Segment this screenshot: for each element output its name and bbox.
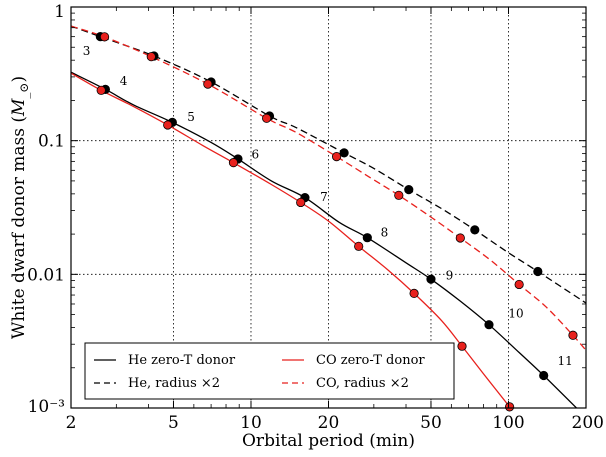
x-tick-label: 5 xyxy=(168,413,179,433)
data-point-he-zero-t-donor xyxy=(426,274,436,284)
plot-frame xyxy=(70,6,587,409)
data-point-co-radius-2 xyxy=(262,113,272,123)
x-tick-label: 2 xyxy=(66,413,77,433)
data-point-he-radius-2 xyxy=(404,185,414,195)
data-point-co-radius-2 xyxy=(568,330,578,340)
data-point-he-radius-2 xyxy=(339,148,349,158)
data-point-co-radius-2 xyxy=(394,190,404,200)
axis-ticks xyxy=(70,6,587,409)
data-point-co-zero-t-donor xyxy=(96,85,106,95)
data-point-co-zero-t-donor xyxy=(504,402,515,412)
data-point-co-radius-2 xyxy=(203,79,213,89)
legend-label-co-radius-2: CO, radius ×2 xyxy=(316,376,409,391)
data-point-he-radius-2 xyxy=(470,225,480,235)
data-point-co-radius-2 xyxy=(455,233,465,243)
point-label: 3 xyxy=(83,44,91,58)
data-point-co-zero-t-donor xyxy=(228,158,239,168)
grid-lines xyxy=(71,7,586,408)
legend-label-co-zero-t-donor: CO zero-T donor xyxy=(316,353,425,368)
point-label: 4 xyxy=(120,74,128,88)
legend-label-he-zero-t-donor: He zero-T donor xyxy=(128,353,236,368)
point-labels: 3 4 5 6 7 8 9 10 11 xyxy=(83,44,573,368)
y-tick-label: 1 xyxy=(54,2,65,22)
y-tick-label: 0.1 xyxy=(38,132,65,152)
data-point-co-zero-t-donor xyxy=(354,241,364,251)
x-tick-label: 10 xyxy=(240,413,262,433)
point-label: 11 xyxy=(558,354,573,368)
x-axis-title: Orbital period (min) xyxy=(242,431,415,451)
series-line-co-zero-t-donor xyxy=(71,72,511,408)
series-line-he-radius-2 xyxy=(71,25,586,304)
tick-labels: 2 5 10 20 50 100 200 10⁻³ 0.01 0.1 1 xyxy=(27,2,604,433)
data-point-he-zero-t-donor xyxy=(484,320,494,330)
point-label: 8 xyxy=(381,226,389,240)
x-tick-label: 200 xyxy=(572,413,604,433)
x-tick-label: 50 xyxy=(420,413,442,433)
data-point-co-radius-2 xyxy=(514,279,524,290)
y-tick-label: 0.01 xyxy=(27,265,65,285)
y-tick-label: 10⁻³ xyxy=(28,397,65,417)
point-label: 10 xyxy=(508,306,523,320)
legend: He zero-T donor CO zero-T donor He, radius… xyxy=(84,342,455,400)
data-point-co-zero-t-donor xyxy=(457,341,467,351)
series-line-he-zero-t-donor xyxy=(71,71,578,408)
legend-box xyxy=(84,342,455,400)
x-tick-label: 20 xyxy=(318,413,340,433)
point-label: 5 xyxy=(187,110,195,124)
data-point-co-zero-t-donor xyxy=(163,120,173,130)
series-markers xyxy=(95,32,578,412)
data-point-co-zero-t-donor xyxy=(296,197,306,208)
x-tick-label: 100 xyxy=(492,413,524,433)
y-axis-title: White dwarf donor mass (M_⊙) xyxy=(9,76,31,339)
data-point-he-zero-t-donor xyxy=(539,370,549,381)
data-point-he-radius-2 xyxy=(533,266,543,277)
data-point-co-radius-2 xyxy=(99,32,110,42)
data-point-co-radius-2 xyxy=(331,151,342,162)
data-point-he-zero-t-donor xyxy=(362,233,372,243)
point-label: 7 xyxy=(320,190,328,204)
data-point-co-radius-2 xyxy=(146,52,156,62)
point-label: 9 xyxy=(446,269,454,283)
point-label: 6 xyxy=(252,147,260,161)
data-point-co-zero-t-donor xyxy=(409,288,419,299)
legend-label-he-radius-2: He, radius ×2 xyxy=(128,376,220,391)
series-lines xyxy=(71,25,586,408)
